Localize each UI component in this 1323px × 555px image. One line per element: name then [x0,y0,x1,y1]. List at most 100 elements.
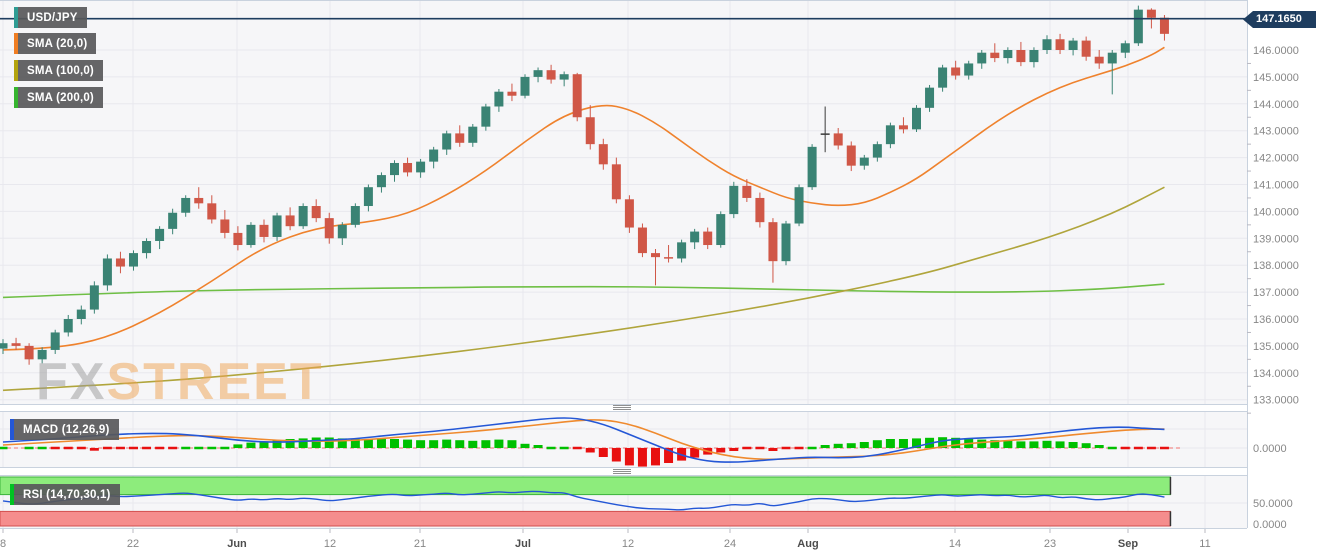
candle[interactable] [624,195,634,233]
candle[interactable] [598,138,608,170]
candle[interactable] [703,227,713,250]
candle[interactable] [807,144,817,190]
candle[interactable] [925,84,935,112]
candle[interactable] [559,71,569,87]
candle[interactable] [455,125,465,147]
candle[interactable] [63,314,73,337]
candle[interactable] [207,195,217,224]
candle[interactable] [1055,33,1065,55]
candle[interactable] [337,222,347,246]
candle[interactable] [729,181,739,219]
candle[interactable] [964,60,974,80]
time-axis[interactable]: 8 22 Jun 12 21 Jul 12 24 Aug 14 23 Sep 11 [0,529,1211,550]
candle[interactable] [938,64,948,92]
candle[interactable] [324,212,334,244]
legend-sma20-chip[interactable]: SMA (20,0) [14,33,97,54]
candle[interactable] [259,219,269,243]
candle[interactable] [194,187,204,209]
candle[interactable] [24,343,34,365]
candle[interactable] [363,184,373,212]
candle[interactable] [129,250,138,271]
candle[interactable] [1042,35,1052,55]
candle[interactable] [181,195,191,217]
macd-hist-dash [207,446,217,450]
macd-panel-splitter-handle[interactable] [610,404,634,411]
candle[interactable] [376,172,386,193]
candle[interactable] [168,208,178,235]
candle[interactable] [859,154,869,170]
candle[interactable] [690,228,700,250]
candle[interactable] [285,207,295,231]
candle[interactable] [390,160,399,182]
candle[interactable] [611,157,621,204]
candle[interactable] [990,43,1000,63]
candle[interactable] [50,329,60,354]
candle[interactable] [794,184,804,227]
symbol-chip[interactable]: USD/JPY [14,7,87,28]
price-axis[interactable]: 146.0000 145.0000 144.0000 143.0000 142.0000… [1247,45,1299,531]
rsi-indicator-chip[interactable]: RSI (14,70,30,1) [10,484,120,505]
candle[interactable] [664,245,674,263]
candle[interactable] [520,74,530,99]
candle[interactable] [572,72,582,122]
candle[interactable] [677,239,687,263]
candle[interactable] [233,226,243,251]
candle[interactable] [1003,47,1013,64]
candle[interactable] [155,226,165,250]
candle[interactable] [820,106,830,153]
candle[interactable] [350,203,360,228]
candle[interactable] [416,158,426,178]
candle[interactable] [1133,5,1143,46]
candle[interactable] [1094,50,1104,69]
candle[interactable] [833,128,843,150]
candle[interactable] [872,141,882,162]
candle[interactable] [11,337,21,350]
candle[interactable] [37,347,47,364]
candle[interactable] [429,146,439,169]
candle[interactable] [1068,37,1078,56]
candle[interactable] [507,83,517,102]
candle[interactable] [781,220,791,266]
candle[interactable] [1016,41,1026,67]
legend-sma200-chip[interactable]: SMA (200,0) [14,87,103,108]
candle[interactable] [220,210,230,239]
candle[interactable] [1120,40,1130,59]
candle[interactable] [142,238,152,259]
candle[interactable] [885,122,895,149]
candle[interactable] [272,212,282,241]
candle[interactable] [481,103,491,131]
candle[interactable] [912,105,921,133]
candle[interactable] [468,123,478,147]
candle[interactable] [102,254,112,291]
candle[interactable] [89,281,99,314]
candle[interactable] [494,89,504,112]
candle[interactable] [115,251,125,274]
candle[interactable] [755,192,765,228]
candle[interactable] [846,141,856,172]
candle[interactable] [76,305,86,325]
candle[interactable] [0,339,8,354]
legend-sma100-chip[interactable]: SMA (100,0) [14,60,103,81]
candle[interactable] [1081,36,1091,61]
candle[interactable] [637,223,647,258]
candle[interactable] [1029,47,1039,68]
candle[interactable] [716,211,726,248]
candle[interactable] [585,105,595,150]
candle[interactable] [533,67,543,83]
candle[interactable] [403,157,413,177]
candle[interactable] [1107,50,1117,95]
candle[interactable] [768,218,778,283]
candle[interactable] [898,117,908,134]
rsi-panel-splitter-handle[interactable] [610,468,634,475]
candle[interactable] [442,130,452,155]
candle[interactable] [977,50,987,69]
candle[interactable] [298,203,308,229]
candle[interactable] [311,199,321,223]
candle[interactable] [742,179,752,202]
candle[interactable] [651,249,660,286]
candle[interactable] [951,60,961,80]
macd-indicator-chip[interactable]: MACD (12,26,9) [10,419,119,440]
candle[interactable] [546,64,556,84]
candle[interactable] [246,222,256,248]
